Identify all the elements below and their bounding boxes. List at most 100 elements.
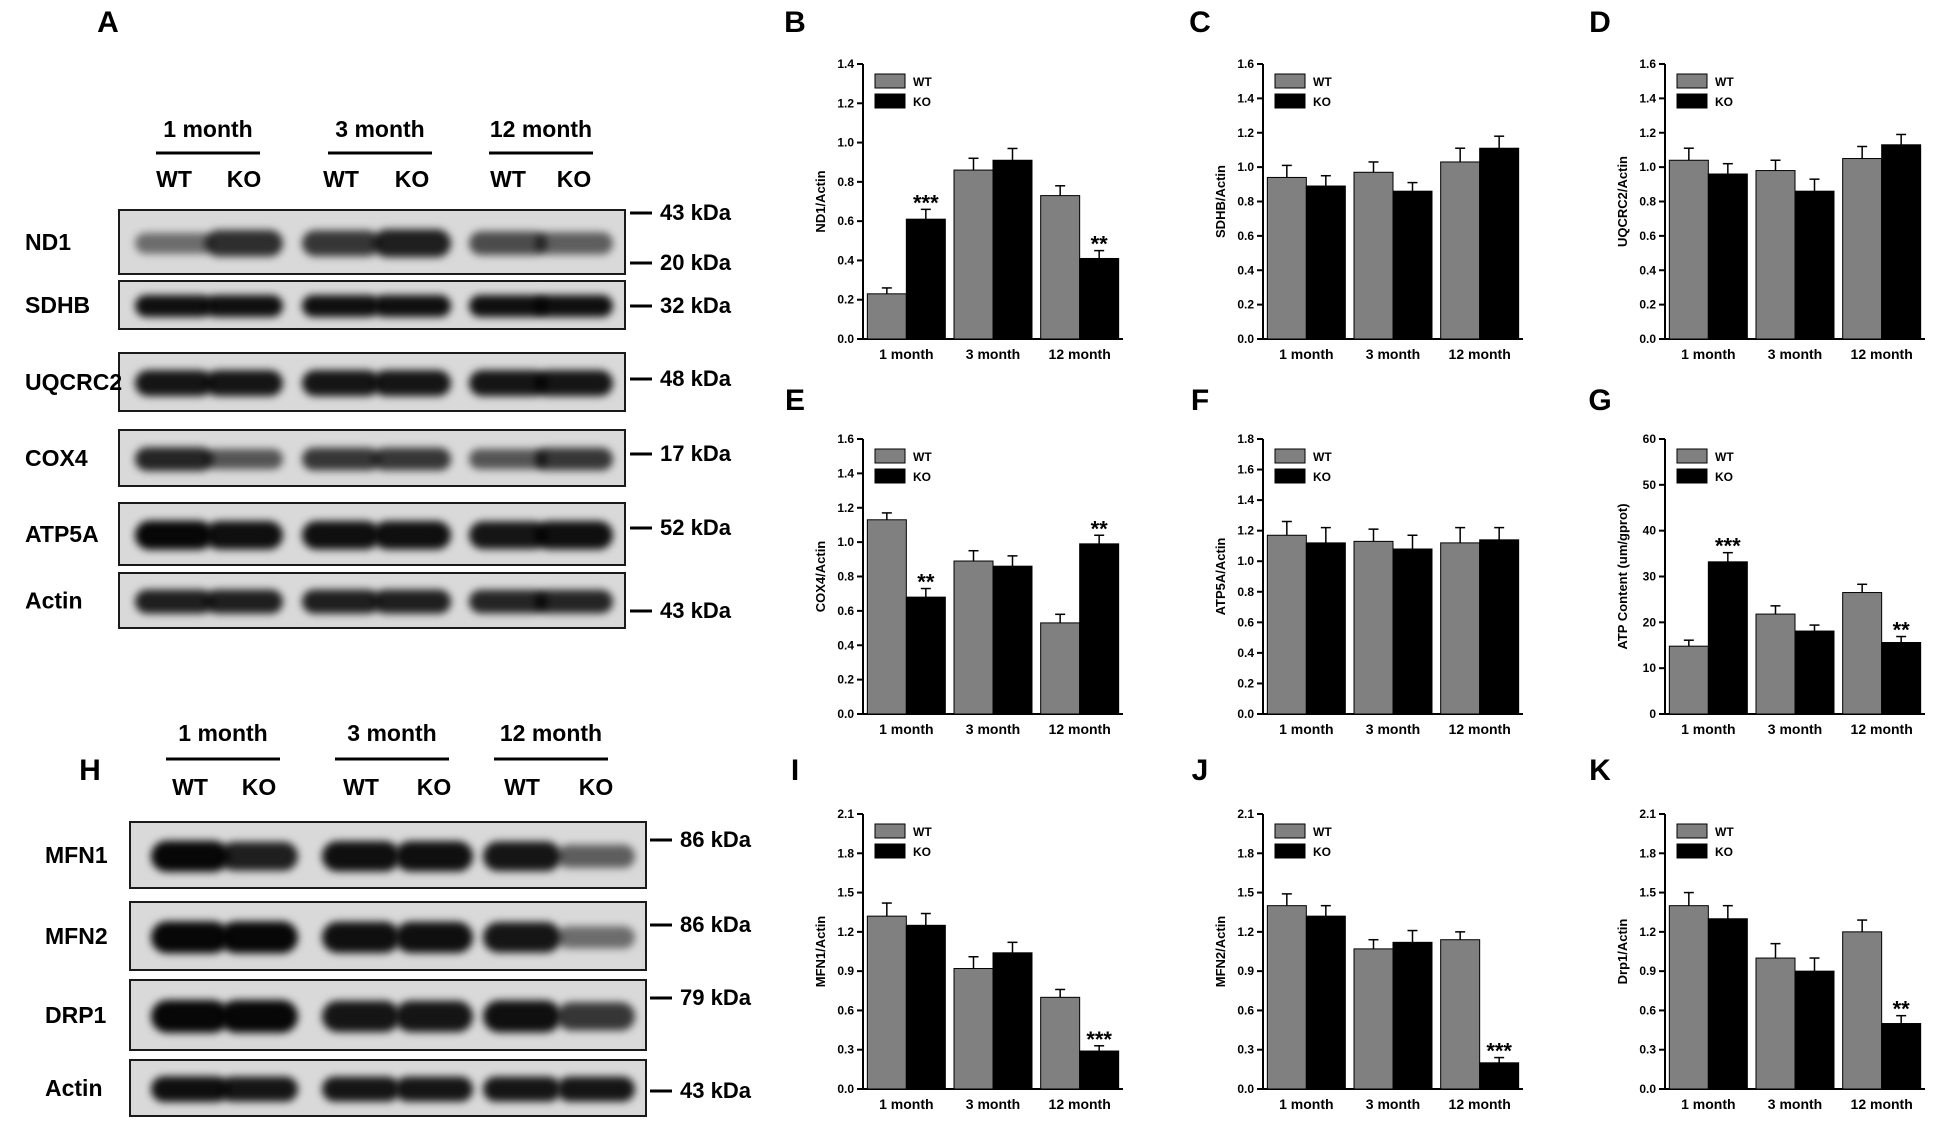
y-tick-label: 0.9 <box>1639 964 1656 978</box>
kda-marker: 79 kDa <box>680 985 752 1010</box>
bar-ko-12-month <box>1079 257 1120 340</box>
x-tick-label: 1 month <box>1681 721 1735 737</box>
blot-band <box>469 589 547 614</box>
blot-row-actin: Actin 43 kDa <box>45 1059 752 1117</box>
blot-band <box>322 1000 400 1033</box>
legend-label: KO <box>1313 95 1331 109</box>
legend-swatch-ko <box>1676 843 1708 859</box>
bar-ko-1-month <box>905 218 946 340</box>
blot-protein-label: MFN2 <box>45 923 108 949</box>
legend-swatch-wt <box>1676 73 1708 89</box>
blot-band <box>535 447 613 471</box>
x-tick-label: 12 month <box>1049 721 1111 737</box>
blot-band <box>483 1000 561 1033</box>
y-tick-label: 0.3 <box>1237 1043 1254 1057</box>
x-tick-label: 12 month <box>1851 346 1913 362</box>
y-tick-label: 0.8 <box>837 570 854 584</box>
y-tick-label: 0.0 <box>837 332 854 346</box>
y-tick-label: 1.8 <box>1639 846 1656 860</box>
y-tick-label: 50 <box>1643 478 1657 492</box>
legend-swatch-wt <box>1274 448 1306 464</box>
y-tick-label: 0.4 <box>1237 646 1254 660</box>
blot-band <box>535 521 613 550</box>
blot-group-label: 1 month <box>163 116 252 142</box>
chart-j: 0.0 0.3 0.6 0.9 1.2 1.5 1.8 2.1 MFN2/Actin 1 mont… <box>1213 807 1523 1112</box>
chart-legend: WT KO <box>1274 448 1332 484</box>
legend-swatch-wt <box>1274 73 1306 89</box>
x-tick-label: 1 month <box>879 346 933 362</box>
bar-wt-1-month <box>1668 159 1709 340</box>
blot-band <box>302 370 380 397</box>
chart-legend: WT KO <box>1274 823 1332 859</box>
y-tick-label: 0.2 <box>837 293 854 307</box>
y-tick-label: 1.6 <box>1639 57 1656 71</box>
bar-wt-1-month <box>866 293 907 340</box>
y-tick-label: 0.0 <box>1639 1082 1656 1096</box>
blot-group-label: 12 month <box>500 720 602 746</box>
legend-label: KO <box>1313 845 1331 859</box>
y-tick-label: 0.2 <box>1237 298 1254 312</box>
x-tick-label: 3 month <box>1366 346 1420 362</box>
y-tick-label: 0.0 <box>1237 332 1254 346</box>
bar-ko-12-month <box>1479 539 1520 715</box>
y-axis-label: Drp1/Actin <box>1615 919 1630 985</box>
blot-band <box>135 589 213 614</box>
legend-label: WT <box>913 75 932 89</box>
panel-letter-k: K <box>1589 754 1611 787</box>
y-tick-label: 1.4 <box>1237 91 1254 105</box>
blot-protein-label: SDHB <box>25 292 90 318</box>
bar-ko-1-month <box>1305 185 1346 340</box>
panel-letter-c: C <box>1189 6 1211 39</box>
panel-letter-d: D <box>1589 6 1611 39</box>
bar-ko-1-month <box>1305 915 1346 1090</box>
x-tick-label: 1 month <box>879 721 933 737</box>
blot-band <box>205 294 283 317</box>
blot-band <box>469 449 547 470</box>
y-axis-label: ND1/Actin <box>813 170 828 232</box>
y-tick-label: 1.4 <box>837 466 854 480</box>
blot-band <box>135 447 213 472</box>
legend-label: WT <box>1715 450 1734 464</box>
y-tick-label: 0.9 <box>1237 964 1254 978</box>
y-axis-label: UQCRC2/Actin <box>1615 156 1630 247</box>
y-tick-label: 0.6 <box>1639 229 1656 243</box>
y-tick-label: 0.6 <box>1639 1003 1656 1017</box>
y-tick-label: 0.2 <box>1237 676 1254 690</box>
blot-band <box>373 370 451 397</box>
y-tick-label: 1.2 <box>1237 126 1254 140</box>
bar-ko-1-month <box>1707 918 1748 1090</box>
blot-band <box>535 232 613 255</box>
significance-marker: *** <box>913 190 939 215</box>
legend-swatch-wt <box>874 823 906 839</box>
bar-ko-1-month <box>905 596 946 715</box>
legend-label: WT <box>913 825 932 839</box>
y-tick-label: 1.0 <box>1237 554 1254 568</box>
blot-protein-label: DRP1 <box>45 1002 107 1028</box>
y-tick-label: 0.6 <box>1237 1003 1254 1017</box>
bar-wt-3-month <box>1353 171 1394 340</box>
legend-label: WT <box>1715 825 1734 839</box>
blot-row-sdhb: SDHB 32 kDa <box>25 280 732 330</box>
blot-band <box>557 844 635 868</box>
legend-swatch-ko <box>874 843 906 859</box>
y-tick-label: 1.8 <box>837 846 854 860</box>
y-tick-label: 0.6 <box>1237 229 1254 243</box>
y-tick-label: 1.2 <box>1237 524 1254 538</box>
kda-marker: 20 kDa <box>660 250 732 275</box>
y-tick-label: 0.0 <box>837 1082 854 1096</box>
western-blots: 1 month 3 month 12 month WT KO WT KO WT KO ND1 43 … <box>25 116 752 1117</box>
blot-band <box>302 589 380 614</box>
blot-band <box>151 999 229 1033</box>
x-tick-label: 3 month <box>1366 721 1420 737</box>
y-tick-label: 1.5 <box>1639 886 1656 900</box>
y-tick-label: 1.6 <box>837 432 854 446</box>
y-tick-label: 1.8 <box>1237 432 1254 446</box>
blot-band <box>205 230 283 257</box>
significance-marker: *** <box>1086 1027 1112 1052</box>
blot-band <box>535 294 613 317</box>
blot-band <box>135 232 213 254</box>
y-tick-label: 0.8 <box>1237 195 1254 209</box>
y-tick-label: 1.0 <box>1639 160 1656 174</box>
blot-band <box>535 589 613 614</box>
blot-band <box>322 1076 400 1102</box>
